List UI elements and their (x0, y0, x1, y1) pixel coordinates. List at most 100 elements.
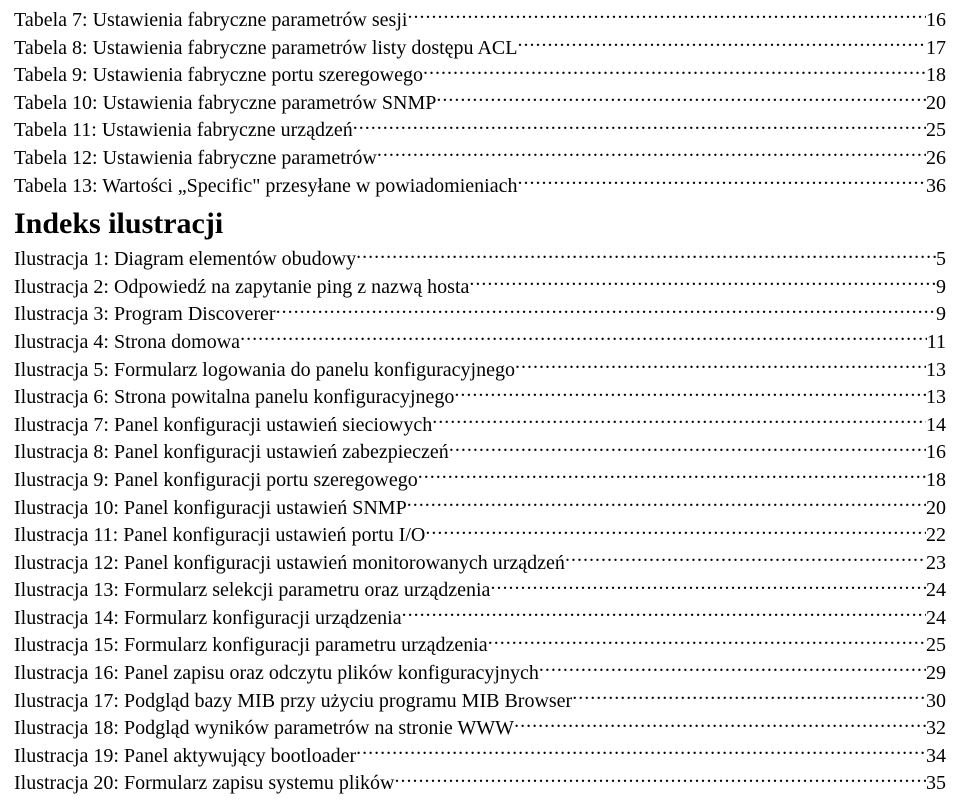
toc-label: Ilustracja 19: Panel aktywujący bootload… (14, 744, 356, 770)
toc-page: 17 (926, 36, 946, 62)
toc-label: Ilustracja 18: Podgląd wyników parametró… (14, 716, 514, 742)
toc-page: 25 (926, 118, 946, 144)
toc-illustrations-section: Ilustracja 1: Diagram elementów obudowy … (14, 245, 946, 797)
toc-line: Ilustracja 10: Panel konfiguracji ustawi… (14, 494, 946, 522)
toc-label: Tabela 8: Ustawienia fabryczne parametró… (14, 36, 517, 62)
toc-label: Tabela 9: Ustawienia fabryczne portu sze… (14, 63, 423, 89)
toc-dots (425, 521, 926, 541)
toc-label: Ilustracja 20: Formularz zapisu systemu … (14, 771, 394, 797)
toc-label: Ilustracja 9: Panel konfiguracji portu s… (14, 468, 418, 494)
toc-label: Ilustracja 4: Strona domowa (14, 330, 240, 356)
toc-line: Ilustracja 8: Panel konfiguracji ustawie… (14, 438, 946, 466)
toc-dots (240, 328, 927, 348)
toc-line: Ilustracja 5: Formularz logowania do pan… (14, 356, 946, 384)
toc-dots (517, 34, 926, 54)
toc-page: 32 (926, 716, 946, 742)
toc-dots (423, 61, 926, 81)
toc-page: 34 (926, 744, 946, 770)
toc-dots (539, 659, 926, 679)
toc-page: 24 (926, 578, 946, 604)
toc-page: 36 (926, 174, 946, 200)
toc-line: Ilustracja 6: Strona powitalna panelu ko… (14, 383, 946, 411)
toc-tables-section: Tabela 7: Ustawienia fabryczne parametró… (14, 6, 946, 199)
toc-dots (356, 245, 936, 265)
toc-dots (565, 549, 926, 569)
toc-label: Ilustracja 17: Podgląd bazy MIB przy uży… (14, 689, 572, 715)
toc-line: Ilustracja 18: Podgląd wyników parametró… (14, 714, 946, 742)
toc-dots (432, 411, 926, 431)
toc-line: Tabela 11: Ustawienia fabryczne urządzeń… (14, 116, 946, 144)
toc-label: Ilustracja 1: Diagram elementów obudowy (14, 247, 356, 273)
toc-page: 14 (926, 413, 946, 439)
toc-line: Ilustracja 3: Program Discoverer 9 (14, 300, 946, 328)
toc-page: 13 (926, 358, 946, 384)
toc-page: 20 (926, 496, 946, 522)
toc-page: 24 (926, 606, 946, 632)
toc-dots (490, 576, 926, 596)
toc-label: Ilustracja 14: Formularz konfiguracji ur… (14, 606, 402, 632)
toc-page: 13 (926, 385, 946, 411)
toc-label: Ilustracja 8: Panel konfiguracji ustawie… (14, 440, 449, 466)
toc-dots (469, 273, 936, 293)
toc-page: 26 (926, 146, 946, 172)
toc-dots (449, 438, 926, 458)
toc-page: 30 (926, 689, 946, 715)
illustration-index-heading: Indeks ilustracji (14, 207, 946, 241)
toc-line: Ilustracja 19: Panel aktywujący bootload… (14, 742, 946, 770)
toc-dots (572, 687, 926, 707)
toc-dots (402, 604, 926, 624)
toc-page: 18 (926, 63, 946, 89)
toc-line: Ilustracja 12: Panel konfiguracji ustawi… (14, 549, 946, 577)
toc-line: Ilustracja 16: Panel zapisu oraz odczytu… (14, 659, 946, 687)
toc-line: Ilustracja 17: Podgląd bazy MIB przy uży… (14, 687, 946, 715)
toc-page: 16 (926, 440, 946, 466)
toc-line: Ilustracja 15: Formularz konfiguracji pa… (14, 631, 946, 659)
toc-label: Ilustracja 16: Panel zapisu oraz odczytu… (14, 661, 539, 687)
toc-page: 20 (926, 91, 946, 117)
toc-line: Ilustracja 11: Panel konfiguracji ustawi… (14, 521, 946, 549)
toc-label: Ilustracja 5: Formularz logowania do pan… (14, 358, 515, 384)
toc-page: 9 (936, 302, 946, 328)
toc-dots (418, 466, 926, 486)
toc-label: Ilustracja 2: Odpowiedź na zapytanie pin… (14, 275, 469, 301)
toc-page: 29 (926, 661, 946, 687)
toc-line: Ilustracja 2: Odpowiedź na zapytanie pin… (14, 273, 946, 301)
toc-label: Ilustracja 10: Panel konfiguracji ustawi… (14, 496, 407, 522)
toc-label: Ilustracja 3: Program Discoverer (14, 302, 276, 328)
toc-dots (377, 144, 926, 164)
toc-page: 22 (926, 523, 946, 549)
toc-page: 35 (926, 771, 946, 797)
toc-label: Tabela 12: Ustawienia fabryczne parametr… (14, 146, 377, 172)
toc-line: Tabela 9: Ustawienia fabryczne portu sze… (14, 61, 946, 89)
toc-label: Ilustracja 7: Panel konfiguracji ustawie… (14, 413, 432, 439)
toc-line: Ilustracja 20: Formularz zapisu systemu … (14, 769, 946, 797)
toc-label: Tabela 7: Ustawienia fabryczne parametró… (14, 8, 407, 34)
toc-page: 25 (926, 633, 946, 659)
toc-line: Ilustracja 7: Panel konfiguracji ustawie… (14, 411, 946, 439)
toc-dots (353, 116, 926, 136)
toc-page: 5 (936, 247, 946, 273)
toc-line: Ilustracja 4: Strona domowa 11 (14, 328, 946, 356)
document-page: Tabela 7: Ustawienia fabryczne parametró… (0, 0, 960, 807)
toc-label: Ilustracja 11: Panel konfiguracji ustawi… (14, 523, 425, 549)
toc-dots (454, 383, 926, 403)
toc-line: Tabela 13: Wartości „Specific" przesyłan… (14, 172, 946, 200)
toc-label: Ilustracja 12: Panel konfiguracji ustawi… (14, 551, 565, 577)
toc-dots (515, 356, 926, 376)
toc-dots (276, 300, 936, 320)
toc-label: Ilustracja 15: Formularz konfiguracji pa… (14, 633, 488, 659)
toc-dots (488, 631, 926, 651)
toc-line: Ilustracja 1: Diagram elementów obudowy … (14, 245, 946, 273)
toc-dots (518, 172, 927, 192)
toc-dots (436, 89, 926, 109)
toc-dots (514, 714, 926, 734)
toc-page: 23 (926, 551, 946, 577)
toc-line: Ilustracja 9: Panel konfiguracji portu s… (14, 466, 946, 494)
toc-line: Tabela 7: Ustawienia fabryczne parametró… (14, 6, 946, 34)
toc-label: Ilustracja 13: Formularz selekcji parame… (14, 578, 490, 604)
toc-line: Tabela 8: Ustawienia fabryczne parametró… (14, 34, 946, 62)
toc-page: 9 (936, 275, 946, 301)
toc-line: Ilustracja 13: Formularz selekcji parame… (14, 576, 946, 604)
toc-dots (356, 742, 926, 762)
toc-page: 11 (927, 330, 946, 356)
